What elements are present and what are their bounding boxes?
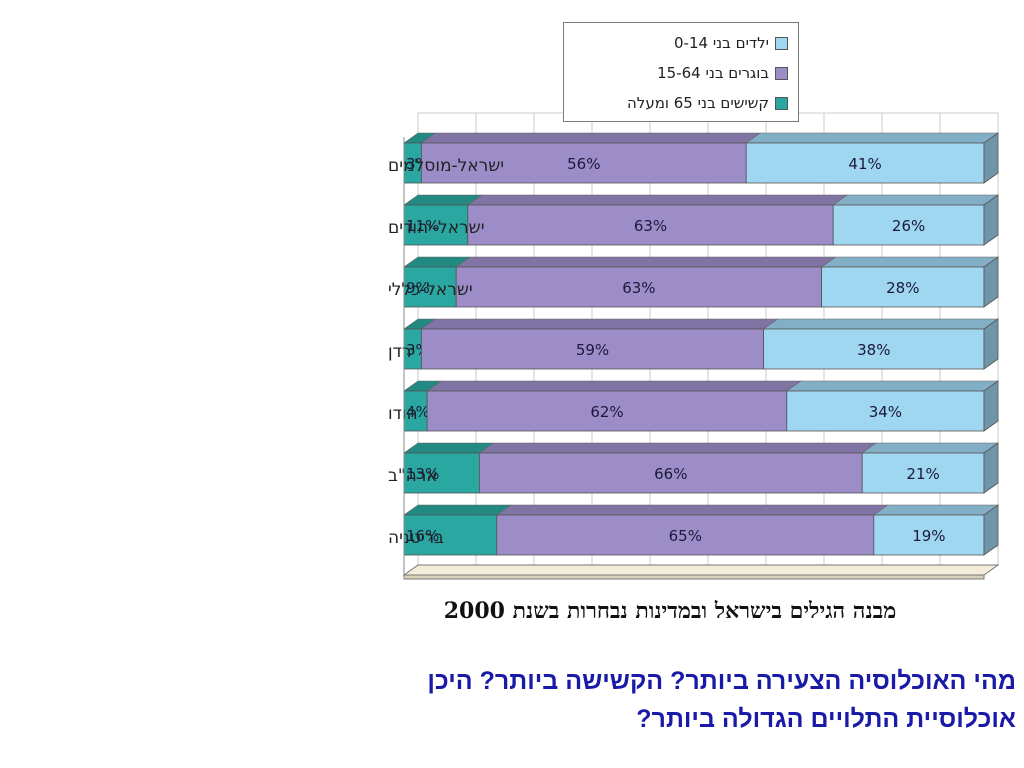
bar-data-label: 4% [406, 403, 430, 421]
bar-data-label: 62% [590, 403, 623, 421]
bar-data-label: 59% [576, 341, 609, 359]
legend-label-children: ילדים בני 0-14 [674, 34, 769, 52]
bar-data-label: 9% [406, 279, 430, 297]
legend-swatch-adults [775, 66, 788, 80]
bar-data-label: 19% [912, 527, 945, 545]
bar-segment-top [478, 442, 878, 454]
chart-floor [402, 564, 1000, 576]
bar-segment-top [872, 504, 999, 516]
bar-segment-top [832, 194, 999, 206]
legend-swatch-children [775, 36, 788, 50]
bar-side [983, 380, 999, 432]
bar-segment-top [495, 504, 889, 516]
bar-segment [763, 328, 985, 370]
bar-segment-top [762, 318, 999, 330]
bar-segment-top [820, 256, 999, 268]
bar-data-label: 13% [406, 465, 439, 483]
bar-segment [861, 452, 985, 494]
bar-segment [832, 204, 985, 246]
legend-item-adults: בוגרים בני 15-64 [657, 61, 788, 85]
bar-segment-top [403, 442, 495, 454]
bar-data-label: 28% [886, 279, 919, 297]
bar-data-label: 16% [406, 527, 439, 545]
bar-side [983, 504, 999, 556]
bar-segment-top [785, 380, 999, 392]
bar-data-label: 66% [654, 465, 687, 483]
bar-side [983, 256, 999, 308]
bar-data-label: 38% [857, 341, 890, 359]
bar-segment [426, 390, 788, 432]
bar-segment-top [420, 132, 762, 144]
bar-side [983, 132, 999, 184]
question-line-2: אוכלוסיית התלויים הגדולה ביותר? [636, 705, 1016, 733]
chart-legend: ילדים בני 0-14 בוגרים בני 15-64 קשישים ב… [563, 22, 799, 122]
bar-data-label: 63% [634, 217, 667, 235]
bar-segment-top [745, 132, 999, 144]
legend-item-children: ילדים בני 0-14 [674, 31, 788, 55]
legend-item-elderly: קשישים בני 65 ומעלה [627, 91, 788, 115]
bar-side [983, 318, 999, 370]
bar-side [983, 442, 999, 494]
category-label: ישראל-יהודים [388, 218, 485, 238]
bar-segment [420, 328, 765, 370]
bar-segment [455, 266, 823, 308]
category-label: בריטניה [388, 528, 444, 548]
bar-data-label: 56% [567, 155, 600, 173]
bar-data-label: 26% [892, 217, 925, 235]
bar-segment [821, 266, 985, 308]
bar-data-label: 11% [406, 217, 439, 235]
bar-data-label: 34% [869, 403, 902, 421]
bar-side [983, 194, 999, 246]
bar-data-label: 65% [669, 527, 702, 545]
legend-label-adults: בוגרים בני 15-64 [657, 64, 769, 82]
chart-floor-edge [403, 574, 985, 580]
category-label: ארה"ב [388, 466, 438, 486]
legend-label-elderly: קשישים בני 65 ומעלה [627, 94, 769, 112]
question-text: מהי האוכלוסיה הצעירה ביותר? הקשישה ביותר… [260, 662, 1016, 738]
category-label: הודו [388, 404, 418, 424]
bar-data-label: 21% [906, 465, 939, 483]
category-label: ירדן [388, 342, 415, 362]
chart-title: מבנה הגילים בישראל ובמדינות נבחרות בשנת … [443, 598, 897, 624]
legend-swatch-elderly [775, 96, 788, 110]
bar-segment [478, 452, 863, 494]
bar-segment [873, 514, 985, 556]
bar-data-label: 63% [622, 279, 655, 297]
bar-segment [467, 204, 834, 246]
category-label: ישראל-כללי [388, 280, 473, 300]
bar-segment-top [466, 194, 849, 206]
bar-segment-top [426, 380, 802, 392]
bar-data-label: 41% [848, 155, 881, 173]
bar-segment-top [861, 442, 999, 454]
question-line-1: מהי האוכלוסיה הצעירה ביותר? הקשישה ביותר… [427, 667, 1016, 695]
bar-segment-top [420, 318, 779, 330]
bar-segment [786, 390, 985, 432]
bar-segment-top [403, 504, 512, 516]
bar-segment-top [455, 256, 837, 268]
category-label: ישראל-מוסלמים [388, 156, 504, 176]
